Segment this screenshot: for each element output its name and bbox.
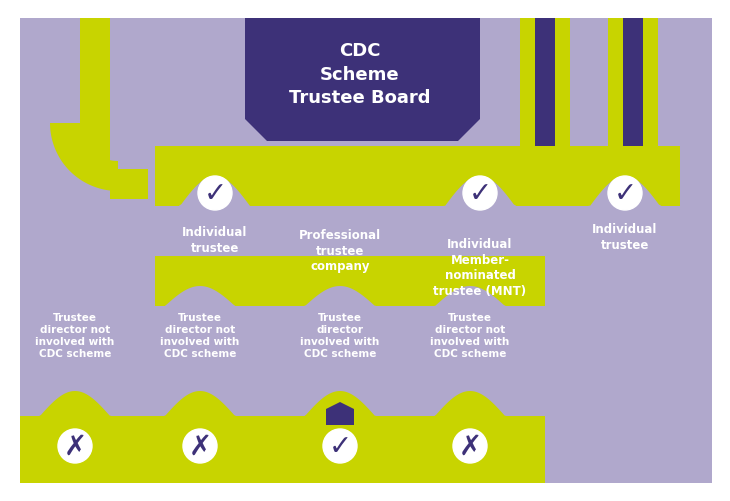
- Polygon shape: [50, 123, 118, 191]
- Text: ✗: ✗: [64, 433, 87, 461]
- Circle shape: [198, 176, 232, 210]
- Bar: [520, 18, 570, 151]
- Text: Individual
trustee: Individual trustee: [182, 226, 247, 255]
- Text: Professional
trustee
company: Professional trustee company: [299, 229, 381, 273]
- Text: Trustee
director
involved with
CDC scheme: Trustee director involved with CDC schem…: [300, 313, 380, 359]
- Polygon shape: [155, 256, 545, 306]
- Circle shape: [463, 176, 497, 210]
- Text: ✓: ✓: [204, 180, 226, 208]
- Text: ✗: ✗: [188, 433, 212, 461]
- Text: ✓: ✓: [613, 180, 637, 208]
- Polygon shape: [155, 146, 680, 206]
- Circle shape: [323, 429, 357, 463]
- Circle shape: [58, 429, 92, 463]
- Polygon shape: [326, 402, 354, 425]
- Text: Individual
trustee: Individual trustee: [592, 223, 658, 252]
- Circle shape: [608, 176, 642, 210]
- Polygon shape: [245, 18, 480, 141]
- Circle shape: [453, 429, 487, 463]
- Text: ✓: ✓: [328, 433, 352, 461]
- Bar: [148, 131, 215, 199]
- Polygon shape: [20, 391, 545, 483]
- Bar: [623, 18, 643, 151]
- Text: Trustee
director not
involved with
CDC scheme: Trustee director not involved with CDC s…: [431, 313, 510, 359]
- Text: Trustee
director not
involved with
CDC scheme: Trustee director not involved with CDC s…: [161, 313, 239, 359]
- Bar: [608, 18, 658, 151]
- Bar: [80, 18, 110, 161]
- Text: Trustee
director not
involved with
CDC scheme: Trustee director not involved with CDC s…: [35, 313, 115, 359]
- Text: ✓: ✓: [469, 180, 491, 208]
- Circle shape: [183, 429, 217, 463]
- Bar: [535, 18, 555, 151]
- Bar: [110, 169, 158, 199]
- Text: ✗: ✗: [458, 433, 482, 461]
- Text: Individual
Member-
nominated
trustee (MNT): Individual Member- nominated trustee (MN…: [434, 238, 526, 298]
- Text: CDC
Scheme
Trustee Board: CDC Scheme Trustee Board: [289, 42, 431, 107]
